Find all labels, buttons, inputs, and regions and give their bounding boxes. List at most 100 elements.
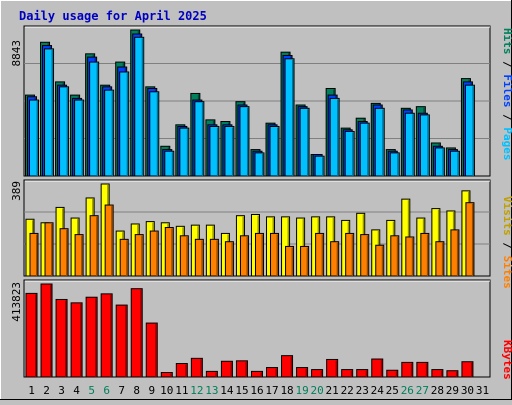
kbytes-bar <box>371 358 384 378</box>
pages-bar-shadow <box>66 87 69 176</box>
pages-bar-shadow <box>216 127 219 176</box>
pages-bar-shadow <box>292 59 294 176</box>
kbytes-bar <box>446 370 459 378</box>
pages-bar-shadow <box>472 86 474 176</box>
kbytes-bar <box>356 369 369 378</box>
kbytes-bar-shadow <box>290 356 293 377</box>
pages-bar <box>59 86 70 177</box>
day-label: 7 <box>118 384 125 397</box>
kbytes-bar <box>266 367 279 378</box>
pages-bar-shadow <box>367 124 369 176</box>
day-label: 21 <box>326 384 339 397</box>
pages-bar <box>464 84 475 177</box>
sites-bar-shadow <box>261 234 263 276</box>
pages-bar-shadow <box>382 109 384 176</box>
day-label: 1 <box>28 384 35 397</box>
sites-bar-shadow <box>471 203 474 276</box>
sites-bar-shadow <box>141 235 143 276</box>
day-label: 5 <box>88 384 95 397</box>
day-label: 25 <box>386 384 399 397</box>
sites-bar <box>74 234 84 277</box>
kbytes-bar-shadow <box>185 364 187 377</box>
pages-bar-shadow <box>337 99 339 176</box>
kbytes-bar-shadow <box>95 298 97 377</box>
day-label: 4 <box>73 384 80 397</box>
sites-bar-shadow <box>321 234 324 276</box>
pages-bar-shadow <box>397 153 399 176</box>
sites-bar <box>270 232 280 277</box>
pages-bar <box>29 99 39 177</box>
sites-bar-shadow <box>306 247 309 276</box>
sites-bar-shadow <box>456 230 459 276</box>
sites-bar-shadow <box>66 229 68 276</box>
kbytes-bar-shadow <box>200 359 202 377</box>
day-label: 18 <box>280 384 293 397</box>
sites-bar <box>209 238 219 277</box>
sites-bar <box>450 229 460 277</box>
kbytes-bar <box>281 355 294 378</box>
legend-visits: Visits <box>501 196 512 236</box>
legend-files: Files <box>501 74 512 107</box>
pages-bar <box>299 107 310 177</box>
pages-bar <box>419 114 430 177</box>
sites-bar-shadow <box>171 228 173 276</box>
pages-bar-shadow <box>81 101 84 176</box>
legend-kbytes: KBytes <box>501 340 512 380</box>
pages-bar <box>434 147 445 177</box>
kbytes-bar-shadow <box>155 324 157 377</box>
day-label: 9 <box>148 384 155 397</box>
pages-bar-shadow <box>171 152 174 176</box>
legend-slash: / <box>501 236 512 256</box>
pages-bar-shadow <box>231 127 234 176</box>
kbytes-bar-shadow <box>50 285 52 377</box>
kbytes-bar-shadow <box>170 373 172 377</box>
day-label: 16 <box>250 384 263 397</box>
kbytes-bar <box>326 358 339 378</box>
day-label: 19 <box>295 384 308 397</box>
kbytes-bar <box>55 298 68 378</box>
pages-bar-shadow <box>201 102 204 176</box>
sites-bar <box>315 232 325 277</box>
kbytes-bar-shadow <box>80 303 82 377</box>
kbytes-bar <box>431 369 444 378</box>
kbytes-bar-shadow <box>230 362 232 377</box>
day-label: 31 <box>476 384 489 397</box>
kbytes-bar-shadow <box>125 306 127 377</box>
sites-bar <box>254 232 264 277</box>
day-label: 14 <box>220 384 234 397</box>
sites-bar-shadow <box>366 235 369 276</box>
sites-bar-shadow <box>36 234 38 276</box>
pages-bar <box>314 155 325 177</box>
pages-bar-shadow <box>261 153 264 176</box>
pages-bar-shadow <box>246 107 249 176</box>
visits-sites-bars <box>25 183 475 277</box>
pages-bar <box>74 99 85 177</box>
pages-bar-shadow <box>442 148 444 176</box>
kbytes-bar-shadow <box>365 370 368 377</box>
pages-bar <box>149 91 160 177</box>
sites-bar-shadow <box>411 237 414 276</box>
kbytes-bar <box>70 302 83 378</box>
day-label: 2 <box>43 384 50 397</box>
kbytes-bars <box>25 283 474 378</box>
sites-bar <box>149 230 159 277</box>
day-label: 20 <box>311 384 324 397</box>
day-label: 28 <box>431 384 444 397</box>
sites-bar <box>224 241 234 277</box>
sites-bar <box>465 202 475 277</box>
pages-bar <box>359 122 370 177</box>
day-labels: 1 2 3 4 5 6 7 8 9 10 11 12 13 14 15 16 17 18 19 20 21 22 23 24 2… <box>28 384 489 397</box>
kbytes-bar-shadow <box>305 368 308 377</box>
sites-bar-shadow <box>51 223 53 276</box>
pages-bar <box>194 101 205 177</box>
sites-bar <box>89 215 99 277</box>
hits-files-pages-bars <box>25 29 475 177</box>
sites-bar <box>360 234 370 277</box>
kbytes-bar <box>40 283 53 378</box>
kbytes-bar <box>160 372 173 378</box>
pages-bar <box>224 125 235 177</box>
pages-bar <box>209 125 220 177</box>
kbytes-bar <box>311 369 324 378</box>
